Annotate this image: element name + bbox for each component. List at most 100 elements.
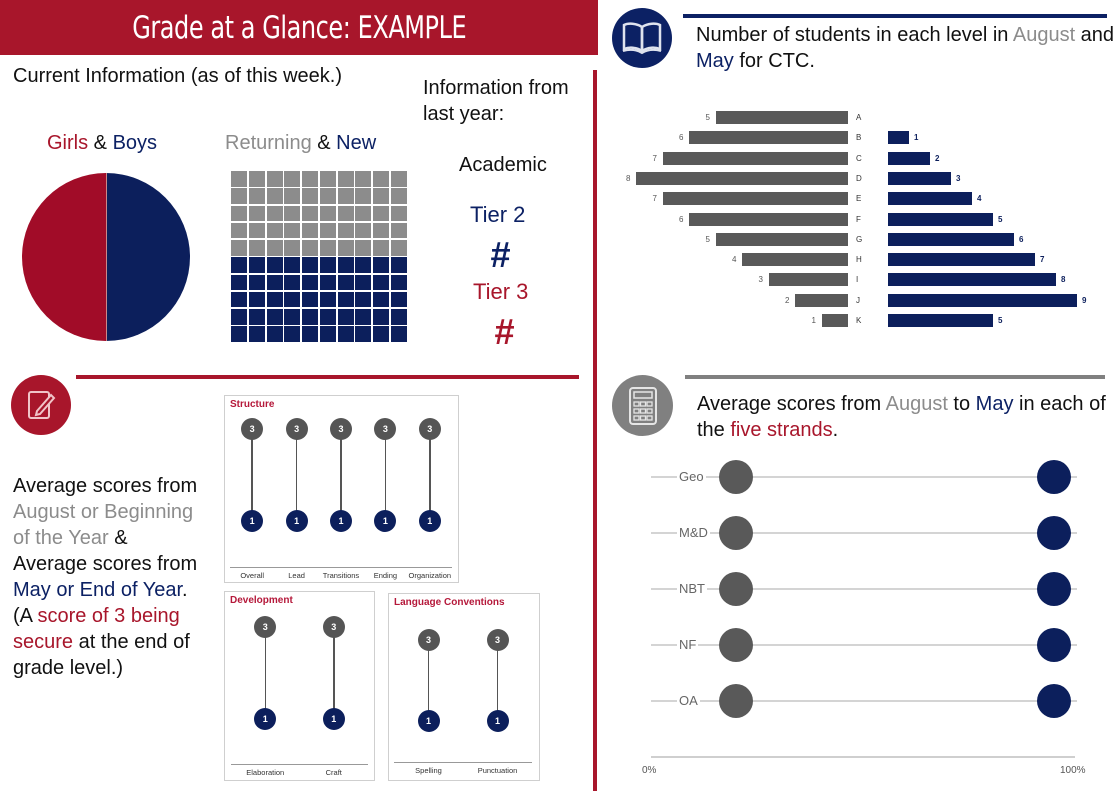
connector-line: [427, 640, 430, 721]
waffle-cell-new: [319, 257, 336, 273]
waffle-cell-returning: [337, 205, 354, 222]
waffle-cell-returning: [355, 222, 372, 239]
waffle-cell-returning: [319, 222, 336, 239]
text: to: [947, 393, 976, 415]
may-dot: [1036, 460, 1071, 494]
waffle-cell-new: [337, 309, 354, 325]
waffle-cell-new: [302, 274, 319, 291]
august-dot: 3: [330, 418, 352, 440]
waffle-cell-returning: [337, 171, 354, 187]
waffle-cell-returning: [390, 188, 407, 204]
level-label: F: [856, 214, 861, 224]
text: Average scores from: [697, 393, 886, 415]
august-bar: [689, 131, 848, 145]
axis-tick-min: 0%: [642, 765, 657, 776]
waffle-cell-new: [266, 274, 283, 291]
waffle-cell-new: [266, 326, 283, 342]
category-label: Overall: [240, 571, 265, 580]
connector-line: [384, 429, 387, 521]
amp: &: [88, 132, 113, 154]
waffle-cell-new: [390, 274, 407, 291]
may-value: 3: [956, 173, 961, 183]
category-label: Transitions: [322, 571, 360, 580]
waffle-cell-returning: [302, 188, 319, 204]
x-axis: [231, 764, 368, 765]
waffle-cell-new: [231, 291, 248, 308]
waffle-cell-returning: [373, 222, 390, 239]
may-value: 5: [998, 316, 1003, 325]
waffle-cell-new: [302, 309, 319, 325]
august-value: 7: [652, 194, 657, 204]
waffle-cell-new: [373, 326, 390, 342]
waffle-cell-returning: [373, 171, 390, 187]
x-axis: [651, 756, 1075, 758]
august-value: 3: [758, 275, 763, 285]
august-bar: [662, 192, 848, 206]
structure-panel: Structure 3 1 Overall 3 1 Lead 3 1 Transitions 3 1 E…: [224, 395, 459, 583]
level-label: A: [856, 113, 862, 122]
august-value: 4: [732, 255, 737, 265]
level-label: C: [856, 153, 862, 163]
may-text: May or End of Year: [13, 579, 183, 601]
august-value: 8: [626, 173, 631, 183]
waffle-cell-returning: [284, 188, 301, 204]
waffle-cell-returning: [231, 222, 248, 239]
waffle-cell-returning: [390, 240, 407, 256]
may-dot: 1: [285, 510, 308, 532]
waffle-cell-new: [319, 291, 336, 308]
category-label: Organization: [408, 571, 452, 580]
strand-label: OA: [677, 693, 700, 709]
may-dot: 1: [241, 510, 264, 532]
tier3-value: #: [494, 311, 515, 352]
category-label: Elaboration: [246, 768, 285, 777]
last-year-heading: Information from last year:: [423, 75, 569, 127]
may-dot: [1036, 684, 1071, 718]
august-bar: [662, 151, 848, 165]
gender-pie-chart: [22, 173, 190, 341]
waffle-cell-returning: [266, 205, 283, 222]
waffle-cell-returning: [266, 171, 283, 187]
development-panel: Development 3 1 Elaboration 3 1 Craft: [224, 591, 375, 781]
august-bar: [715, 111, 848, 124]
text: . (A: [13, 579, 188, 627]
waffle-cell-returning: [266, 188, 283, 204]
may-bar: [888, 192, 972, 206]
waffle-cell-returning: [302, 171, 319, 187]
returning-waffle-chart: [231, 171, 407, 342]
waffle-cell-returning: [390, 222, 407, 239]
waffle-cell-returning: [284, 205, 301, 222]
level-label: J: [856, 295, 860, 305]
text: in each of the: [697, 393, 1106, 441]
waffle-cell-returning: [248, 171, 265, 187]
waffle-cell-new: [355, 274, 372, 291]
august-bar: [689, 212, 848, 226]
level-label: E: [856, 194, 862, 204]
waffle-cell-new: [337, 291, 354, 308]
current-info-heading: Current Information (as of this week.): [13, 65, 343, 87]
boys-label: Boys: [112, 132, 158, 154]
waffle-cell-returning: [231, 171, 248, 187]
writing-description: Average scores from August or Beginning …: [13, 473, 203, 681]
august-bar: [742, 253, 848, 267]
may-dot: [1036, 628, 1071, 662]
may-value: 2: [935, 153, 940, 163]
august-dot: [718, 460, 753, 494]
waffle-cell-returning: [231, 205, 248, 222]
waffle-cell-new: [248, 326, 265, 342]
connector-line: [429, 429, 431, 521]
strand-track: [651, 588, 1077, 590]
level-label: B: [856, 133, 862, 143]
waffle-cell-new: [284, 274, 301, 291]
waffle-cell-new: [355, 291, 372, 308]
strand-track: [651, 532, 1077, 534]
text: and: [1075, 24, 1115, 46]
waffle-cell-new: [355, 257, 372, 273]
math-divider: [685, 375, 1105, 379]
may-dot: [1036, 572, 1071, 606]
connector-line: [251, 429, 253, 521]
may-value: 7: [1040, 255, 1045, 265]
tier3-label: Tier 3: [473, 279, 529, 304]
may-value: 8: [1061, 275, 1066, 285]
may-bar: [888, 171, 951, 185]
august-value: 5: [705, 234, 710, 244]
